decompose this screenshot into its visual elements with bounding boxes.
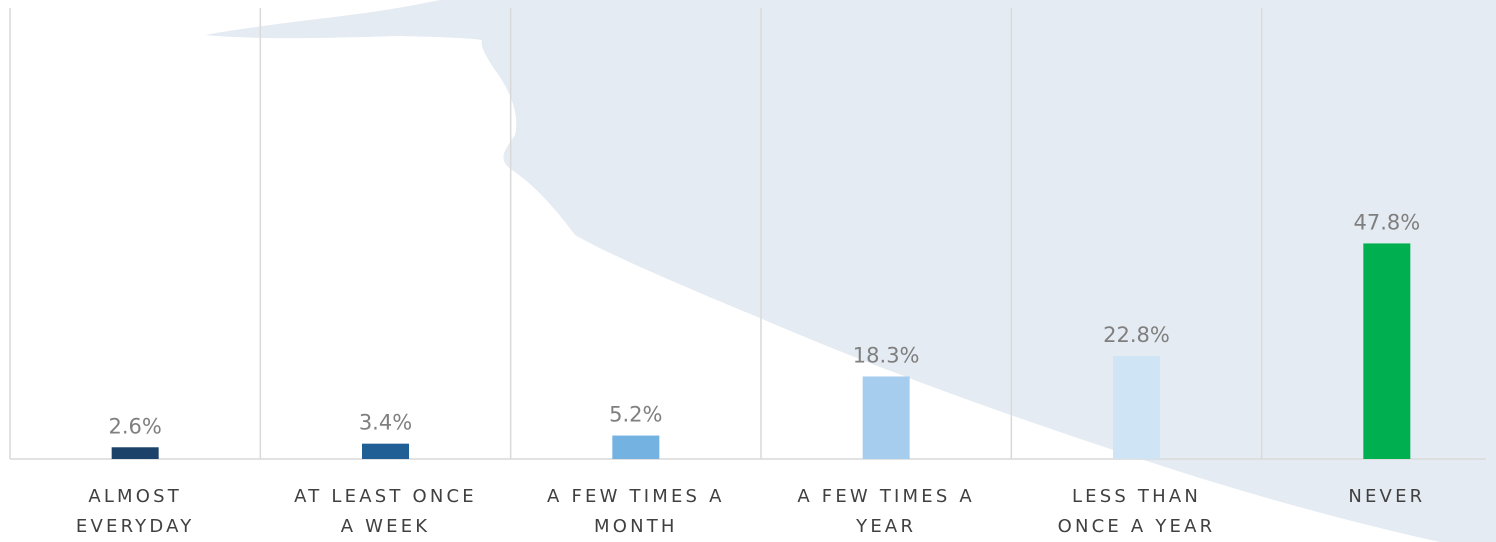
bar [862,376,910,459]
x-tick-label: A FEW TIMES A MONTH [547,486,725,537]
bar [362,443,409,459]
bar [1363,243,1411,459]
x-tick-label: A FEW TIMES A YEAR [797,486,975,537]
value-label: 3.4% [359,411,412,435]
x-tick-label: LESS THAN ONCE A YEAR [1057,486,1216,537]
x-tick-label: ALMOST EVERYDAY [75,486,195,537]
value-label: 47.8% [1353,210,1420,234]
value-label: 18.3% [853,343,920,367]
value-label: 5.2% [609,403,662,427]
bar [111,447,159,459]
x-tick-label: NEVER [1348,486,1426,507]
bar [1113,356,1160,459]
background-map [205,0,1496,542]
bar [612,435,660,459]
x-tick-label: AT LEAST ONCE A WEEK [294,486,477,537]
value-label: 2.6% [108,414,161,438]
value-label: 22.8% [1103,323,1170,347]
